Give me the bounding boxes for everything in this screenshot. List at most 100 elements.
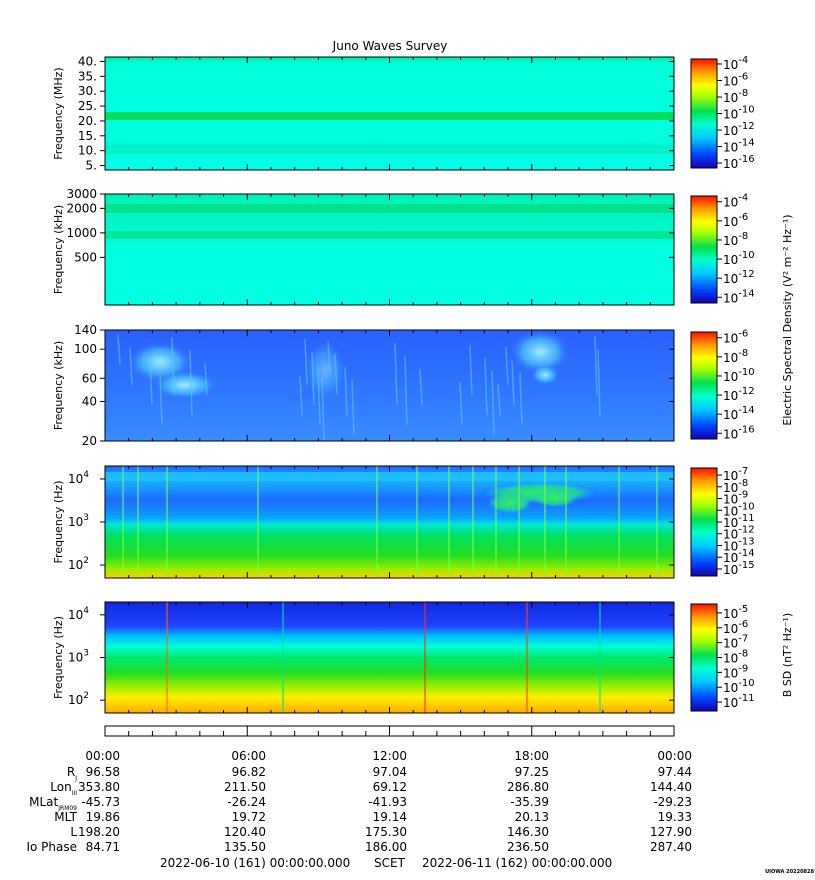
ephemeris-value: 19.14 — [373, 810, 407, 824]
footer-scet: SCET — [374, 856, 406, 870]
colorbar-tick-exponent: -16 — [738, 424, 754, 435]
chorus-patch-b — [488, 493, 532, 513]
colorbar-tick-exponent: -13 — [738, 536, 754, 547]
y-tick-label: 35. — [78, 69, 97, 83]
footer-end-time: 2022-06-11 (162) 00:00:00.000 — [422, 856, 612, 870]
y-axis-label: Frequency (kHz) — [52, 341, 65, 430]
colorbar-tick-label: 10-12 — [723, 386, 755, 403]
weak-band — [105, 151, 674, 154]
colorbar-tick-exponent: -10 — [738, 250, 754, 261]
panel-lf-b — [105, 602, 674, 713]
ephemeris-value: -41.93 — [368, 795, 407, 809]
emission-patch-e — [305, 340, 345, 400]
y-tick-exponent: 3 — [83, 513, 89, 523]
colorbar-tick-label: 10-14 — [723, 405, 755, 422]
colorbar-tick-exponent: -8 — [738, 478, 748, 489]
ephemeris-value: 127.90 — [650, 825, 692, 839]
emission-patch-c — [510, 330, 570, 374]
ephemeris-label: MLT — [54, 810, 77, 824]
streak — [505, 346, 509, 386]
colorbar-tick-label: 10-4 — [723, 55, 748, 72]
ephemeris-value: -26.24 — [227, 795, 266, 809]
time-label: 18:00 — [514, 749, 549, 763]
ephemeris-value: 97.44 — [658, 765, 692, 779]
y-tick-label: 140 — [74, 323, 97, 337]
ephemeris-label-sub: III — [72, 790, 78, 797]
ephemeris-value: 69.12 — [373, 780, 407, 794]
colorbar-tick-exponent: -10 — [738, 501, 754, 512]
y-tick-label: 102 — [68, 556, 89, 572]
ephemeris-value: 286.80 — [507, 780, 549, 794]
streak — [204, 362, 208, 396]
streak — [321, 377, 325, 441]
ephemeris-value: 175.30 — [365, 825, 407, 839]
ephemeris-value: 84.71 — [86, 840, 120, 854]
y-axis-label: Frequency (kHz) — [52, 205, 65, 294]
streak — [419, 368, 423, 406]
ephemeris-table: 00:00 06:00 12:00 18:00 00:00 RJ 96.58 96.82 97.… — [26, 749, 692, 854]
colorbar-tick-exponent: -15 — [738, 560, 754, 571]
colorbar-tick-exponent: -14 — [738, 405, 754, 416]
ephemeris-value: 19.86 — [86, 810, 120, 824]
colorbar-tick-label: 10-4 — [723, 193, 748, 210]
footer-start-time: 2022-06-10 (161) 00:00:00.000 — [160, 856, 350, 870]
streak — [299, 375, 303, 416]
ephemeris-value: -35.39 — [510, 795, 549, 809]
colorbar-tick-exponent: -9 — [738, 490, 748, 501]
colorbar-tick-exponent: -9 — [738, 663, 748, 674]
colorbar-tick-exponent: -8 — [738, 88, 748, 99]
ephemeris-value: 19.33 — [658, 810, 692, 824]
streak — [334, 353, 338, 396]
colorbar-tick-label: 10-16 — [723, 154, 755, 171]
colorbar-tick-exponent: -10 — [738, 678, 754, 689]
streak — [519, 372, 523, 426]
ephemeris-label: LonIII — [50, 780, 77, 797]
colorbar-tick-label: 10-12 — [723, 121, 755, 138]
y-tick-label: 40 — [82, 394, 97, 408]
panel-hfr-high — [105, 57, 674, 170]
ephemeris-value: 96.82 — [232, 765, 266, 779]
colorbar-tick-exponent: -6 — [738, 71, 748, 82]
streak — [304, 338, 308, 386]
streak — [404, 355, 408, 426]
colorbar-tick-exponent: -4 — [738, 193, 748, 204]
colorbar-tick-exponent: -12 — [738, 525, 754, 536]
colorbar-tick-exponent: -4 — [738, 55, 748, 66]
streak — [129, 347, 133, 386]
emission-band-2000khz — [105, 204, 674, 213]
ephemeris-value: 211.50 — [224, 780, 266, 794]
ephemeris-label: L — [70, 825, 77, 839]
ephemeris-value: 236.50 — [507, 840, 549, 854]
colorbar-tick-label: 10-11 — [723, 693, 755, 710]
y-tick-label: 15. — [78, 129, 97, 143]
colorbar-tick-label: 10-6 — [723, 71, 748, 88]
y-tick-label: 25. — [78, 99, 97, 113]
streak — [469, 344, 473, 396]
colorbar-tick-exponent: -10 — [738, 367, 754, 378]
streak — [484, 357, 488, 416]
y-tick-label: 103 — [68, 513, 89, 529]
panel-lf-e — [105, 466, 674, 578]
colorbar-tick-label: 10-16 — [723, 424, 755, 441]
ephemeris-value: 146.30 — [507, 825, 549, 839]
y-axis-label: Frequency (Hz) — [52, 616, 65, 699]
y-tick-exponent: 4 — [83, 606, 89, 616]
lf-e-spikes — [122, 466, 658, 578]
streak — [597, 348, 601, 416]
streak — [317, 364, 321, 426]
streak — [351, 379, 355, 436]
colorbar-tick-exponent: -14 — [738, 548, 754, 559]
ephemeris-value: 287.40 — [650, 840, 692, 854]
ephemeris-value: 20.13 — [515, 810, 549, 824]
time-label: 12:00 — [372, 749, 407, 763]
streak — [149, 360, 153, 406]
ephemeris-value: 120.40 — [224, 825, 266, 839]
y-axis-label: Frequency (MHz) — [52, 67, 65, 159]
colorbar-label-b: B SD (nT² Hz⁻¹) — [781, 613, 794, 697]
y-tick-label: 5. — [86, 159, 97, 173]
colorbar — [690, 603, 718, 712]
colorbar-tick-label: 10-8 — [723, 231, 748, 248]
colorbar-tick-label: 10-10 — [723, 105, 755, 122]
lf-b-spikes — [166, 602, 601, 713]
ephemeris-value: 144.40 — [650, 780, 692, 794]
